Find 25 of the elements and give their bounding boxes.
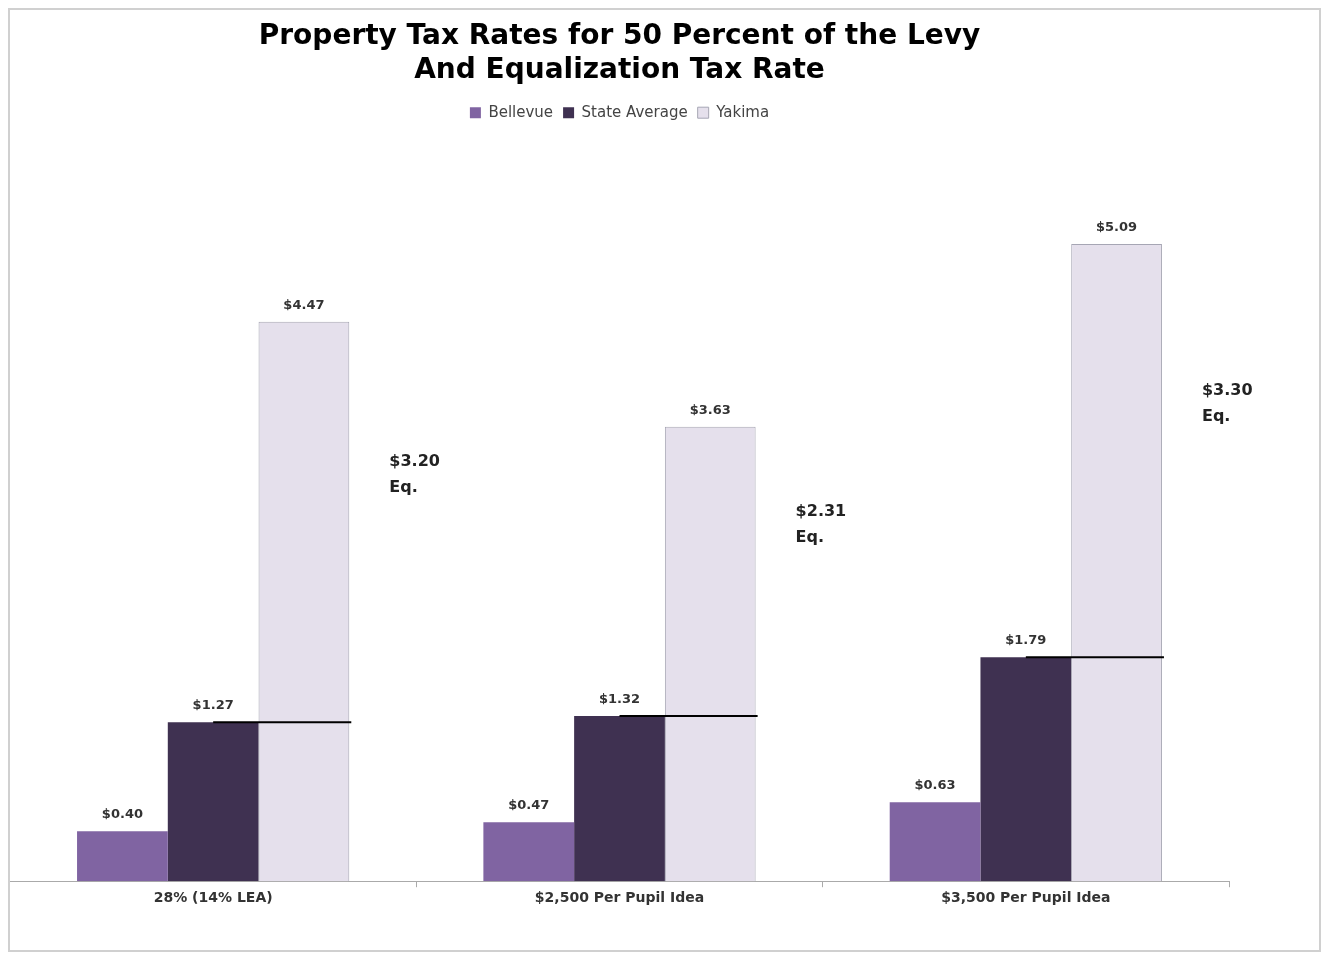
data-label: $3.63: [689, 401, 731, 417]
data-label: $4.47: [283, 296, 325, 312]
x-tick-label: $2,500 Per Pupil Idea: [534, 889, 705, 906]
chart-title: Property Tax Rates for 50 Percent of the Levy And Equalization Tax Rate: [258, 18, 981, 85]
bar: [889, 802, 981, 882]
data-label: $0.63: [914, 777, 956, 793]
x-tick-label: $3,500 Per Pupil Idea: [941, 889, 1111, 906]
x-tick-label: 28% (14% LEA): [153, 889, 273, 906]
bar: [980, 657, 1072, 882]
data-label: $1.27: [192, 697, 234, 713]
data-label: $0.40: [101, 806, 143, 822]
bar: [574, 715, 665, 882]
legend-label: Yakima: [715, 102, 770, 121]
legend-label: Bellevue: [488, 102, 554, 121]
bar: [167, 722, 259, 882]
data-label: $5.09: [1096, 218, 1138, 234]
data-label: $0.47: [508, 797, 550, 813]
annotation: $3.20 Eq.: [389, 451, 440, 497]
data-label: $1.32: [598, 690, 641, 706]
data-label: $1.79: [1005, 632, 1047, 648]
bar: [77, 831, 168, 882]
bar: [483, 822, 575, 882]
legend-label: State Average: [581, 102, 688, 121]
annotation: $3.30 Eq.: [1201, 379, 1253, 425]
annotation: $2.31 Eq.: [795, 500, 847, 546]
